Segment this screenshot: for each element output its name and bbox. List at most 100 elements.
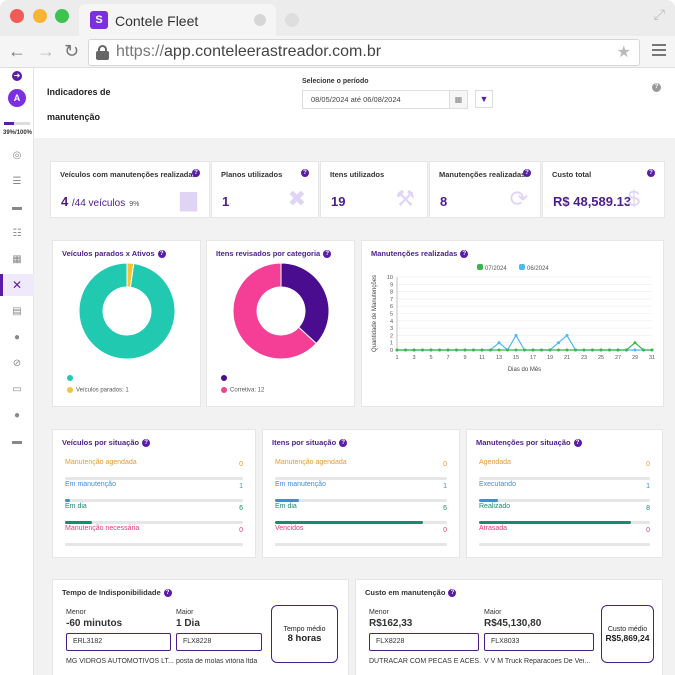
data-point[interactable] [497,348,501,352]
pie-slice[interactable] [280,262,330,345]
data-point[interactable] [412,348,416,352]
legend-swatch[interactable] [477,264,483,270]
legend-swatch[interactable] [519,264,525,270]
x-tick-label: 29 [632,355,638,361]
data-point[interactable] [463,348,467,352]
reload-icon[interactable]: ↻ [64,41,80,61]
minimize-window-button[interactable] [33,9,47,23]
car-icon[interactable]: ▬ [12,202,22,213]
ban-icon[interactable]: ⊘ [12,358,22,369]
data-point[interactable] [591,348,594,352]
user-icon[interactable]: ● [13,410,21,421]
help-icon[interactable]: ? [652,83,661,92]
expand-sidebar-icon[interactable]: ➜ [12,71,22,81]
x-tick-label: 17 [530,355,536,361]
data-point[interactable] [506,348,509,352]
chart-card-items-category: Itens revisados por categoria? Corretiva… [206,240,355,407]
checklist-icon[interactable]: ☷ [12,228,22,239]
date-range-input[interactable]: 08/05/2024 até 06/08/2024 ▦ [302,90,468,109]
help-icon[interactable]: ? [301,169,309,177]
data-point[interactable] [497,341,501,345]
data-point[interactable] [438,348,441,352]
filter-button[interactable]: ▼ [475,90,493,108]
max-plate[interactable]: FLX8033 [484,633,594,651]
data-point[interactable] [633,341,637,345]
legend-item[interactable] [221,375,230,382]
grid-icon[interactable]: ▦ [12,254,22,265]
data-point[interactable] [514,333,518,337]
help-icon[interactable]: ? [339,439,348,448]
data-point[interactable] [489,348,492,352]
close-window-button[interactable] [10,9,24,23]
data-point[interactable] [650,348,654,352]
data-point[interactable] [480,348,484,352]
data-point[interactable] [574,348,577,352]
max-plate[interactable]: FLX8228 [176,633,262,651]
data-point[interactable] [625,348,628,352]
legend-item[interactable]: Corretiva: 12 [221,387,264,394]
data-point[interactable] [548,348,552,352]
wrench-icon[interactable]: ✕ [11,278,23,292]
help-icon[interactable]: ? [448,589,457,598]
document-icon[interactable]: ▤ [12,306,22,317]
data-point[interactable] [523,348,526,352]
help-icon[interactable]: ? [163,589,172,598]
data-point[interactable] [455,348,458,352]
data-point[interactable] [514,348,518,352]
id-card-icon[interactable]: ▭ [12,384,22,395]
data-point[interactable] [582,348,586,352]
min-plate[interactable]: FLX8228 [369,633,479,651]
data-point[interactable] [472,348,475,352]
bookmark-star-icon[interactable]: ★ [616,44,631,61]
data-point[interactable] [429,348,433,352]
forward-icon[interactable]: → [37,41,55,61]
help-icon[interactable]: ? [573,439,582,448]
legend-item[interactable]: Veículos parados: 1 [67,387,129,394]
pie-slice[interactable] [232,262,318,360]
data-point[interactable] [446,348,450,352]
situation-value: 6 [443,505,447,512]
data-point[interactable] [395,348,399,352]
data-point[interactable] [633,348,637,352]
help-icon[interactable]: ? [142,439,151,448]
data-point[interactable] [557,348,560,352]
min-plate[interactable]: ERL3182 [66,633,171,651]
browser-tab[interactable]: S Contele Fleet [79,4,276,36]
situation-label: Atrasada [479,525,508,532]
help-icon[interactable]: ? [523,169,531,177]
car-front-icon[interactable]: ▬ [12,436,22,447]
url-input[interactable]: https://app.conteleerastreador.com.br ★ [88,39,640,66]
data-point[interactable] [404,348,407,352]
help-icon[interactable]: ? [192,169,200,177]
data-point[interactable] [557,341,560,345]
min-company: MG VIDROS AUTOMOTIVOS LT... [66,658,174,665]
data-point[interactable] [540,348,543,352]
data-point[interactable] [608,348,611,352]
help-icon[interactable]: ? [460,250,469,259]
new-tab-button[interactable] [285,13,299,27]
data-point[interactable] [599,348,603,352]
tire-icon[interactable]: ● [13,332,21,343]
data-point[interactable] [565,348,569,352]
list-icon[interactable]: ☰ [12,176,22,187]
help-icon[interactable]: ? [647,169,655,177]
pie-slice[interactable] [78,262,176,360]
browser-menu-icon[interactable] [652,44,666,59]
tab-close-icon[interactable] [254,14,266,26]
data-point[interactable] [616,348,620,352]
page-header: Indicadores de manutenção Selecione o pe… [34,68,675,138]
data-point[interactable] [565,333,569,337]
expand-icon[interactable]: ⤢ [653,6,665,22]
globe-icon[interactable]: ◎ [12,150,22,161]
data-point[interactable] [531,348,535,352]
help-icon[interactable]: ? [323,250,332,259]
calendar-icon[interactable]: ▦ [449,91,467,108]
data-point[interactable] [642,348,645,352]
situation-fill [275,521,423,524]
data-point[interactable] [421,348,424,352]
help-icon[interactable]: ? [157,250,166,259]
back-icon[interactable]: ← [8,41,26,61]
legend-item[interactable] [67,375,76,382]
maximize-window-button[interactable] [55,9,69,23]
avatar[interactable]: A [8,89,26,107]
